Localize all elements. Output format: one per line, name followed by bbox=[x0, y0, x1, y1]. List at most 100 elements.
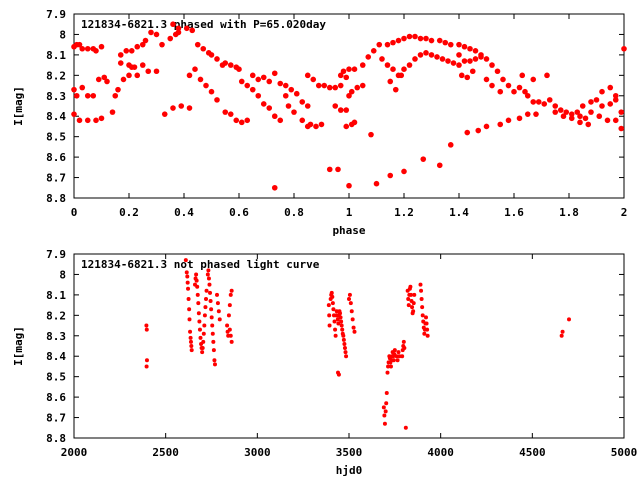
data-point bbox=[201, 339, 206, 344]
data-point bbox=[196, 311, 201, 316]
data-point bbox=[203, 305, 208, 310]
y-tick-label: 8.8 bbox=[46, 432, 66, 445]
data-point bbox=[524, 111, 531, 117]
data-point bbox=[607, 84, 614, 91]
data-point bbox=[412, 33, 418, 40]
data-point bbox=[202, 313, 207, 318]
data-point bbox=[101, 74, 108, 81]
data-point bbox=[434, 54, 440, 60]
data-point bbox=[285, 103, 292, 109]
data-point bbox=[310, 76, 317, 83]
data-point bbox=[188, 335, 193, 340]
data-point bbox=[577, 119, 583, 126]
data-point bbox=[185, 274, 190, 279]
x-axis-label: hjd0 bbox=[336, 464, 363, 477]
data-point bbox=[408, 284, 413, 289]
data-point bbox=[198, 335, 203, 340]
data-point bbox=[208, 88, 215, 95]
data-point bbox=[348, 301, 353, 306]
data-point bbox=[412, 292, 417, 297]
data-point bbox=[186, 72, 193, 79]
data-point bbox=[347, 292, 352, 297]
data-point bbox=[417, 35, 424, 42]
data-point bbox=[211, 339, 216, 344]
data-point bbox=[175, 29, 182, 36]
data-point bbox=[348, 88, 355, 95]
data-point bbox=[582, 115, 589, 122]
data-point bbox=[206, 268, 211, 273]
data-point bbox=[326, 166, 333, 173]
data-point bbox=[406, 296, 411, 301]
data-point bbox=[209, 315, 214, 320]
data-point bbox=[612, 117, 619, 124]
data-point bbox=[194, 278, 199, 283]
data-point bbox=[412, 56, 418, 62]
data-point bbox=[332, 319, 337, 324]
data-point bbox=[186, 286, 191, 291]
data-point bbox=[505, 117, 512, 124]
data-point bbox=[381, 405, 386, 410]
data-point bbox=[188, 329, 193, 334]
data-point bbox=[131, 64, 138, 70]
data-point bbox=[271, 70, 278, 77]
data-point bbox=[483, 56, 490, 62]
chart-title: 121834-6821.3 not phased light curve bbox=[81, 258, 320, 271]
data-point bbox=[249, 72, 256, 79]
data-point bbox=[313, 123, 319, 130]
data-point bbox=[352, 329, 357, 334]
data-point bbox=[327, 323, 332, 328]
data-point bbox=[216, 309, 221, 314]
data-point bbox=[186, 105, 193, 111]
data-point bbox=[428, 52, 435, 58]
data-point bbox=[339, 319, 344, 324]
data-point bbox=[402, 346, 407, 351]
data-point bbox=[406, 33, 413, 40]
data-point bbox=[425, 333, 430, 338]
data-point bbox=[197, 76, 204, 83]
data-point bbox=[337, 82, 344, 89]
data-point bbox=[612, 92, 619, 99]
data-point bbox=[489, 62, 495, 68]
x-axis-label: phase bbox=[332, 224, 365, 237]
data-point bbox=[76, 117, 83, 124]
data-point bbox=[497, 121, 504, 128]
data-point bbox=[483, 123, 490, 130]
data-point bbox=[203, 82, 209, 89]
data-point bbox=[585, 121, 592, 128]
data-point bbox=[255, 92, 262, 99]
data-point bbox=[188, 339, 193, 344]
data-point bbox=[200, 346, 205, 351]
data-point bbox=[428, 37, 435, 44]
data-point bbox=[342, 346, 347, 351]
data-point bbox=[351, 66, 358, 72]
data-point bbox=[425, 327, 430, 332]
data-point bbox=[370, 48, 377, 54]
data-point bbox=[336, 372, 341, 377]
data-point bbox=[456, 62, 462, 68]
data-point bbox=[607, 101, 614, 107]
data-point bbox=[333, 333, 338, 338]
data-point bbox=[424, 321, 429, 326]
data-series bbox=[71, 21, 627, 191]
data-point bbox=[185, 280, 190, 285]
data-point bbox=[304, 72, 311, 79]
data-point bbox=[225, 323, 230, 328]
data-point bbox=[144, 364, 149, 369]
data-point bbox=[472, 48, 479, 54]
data-point bbox=[447, 41, 454, 48]
data-point bbox=[236, 66, 242, 72]
x-tick-label: 4500 bbox=[519, 446, 546, 459]
data-point bbox=[112, 92, 119, 99]
plot-frame bbox=[73, 253, 625, 439]
x-tick-label: 3500 bbox=[336, 446, 363, 459]
data-series bbox=[144, 258, 571, 430]
data-point bbox=[331, 307, 336, 312]
data-point bbox=[337, 72, 344, 79]
data-point bbox=[557, 107, 564, 113]
data-point bbox=[621, 45, 627, 52]
data-point bbox=[365, 54, 372, 60]
data-point bbox=[227, 111, 234, 117]
data-point bbox=[229, 288, 234, 293]
data-point bbox=[396, 350, 401, 355]
data-point bbox=[422, 331, 427, 336]
